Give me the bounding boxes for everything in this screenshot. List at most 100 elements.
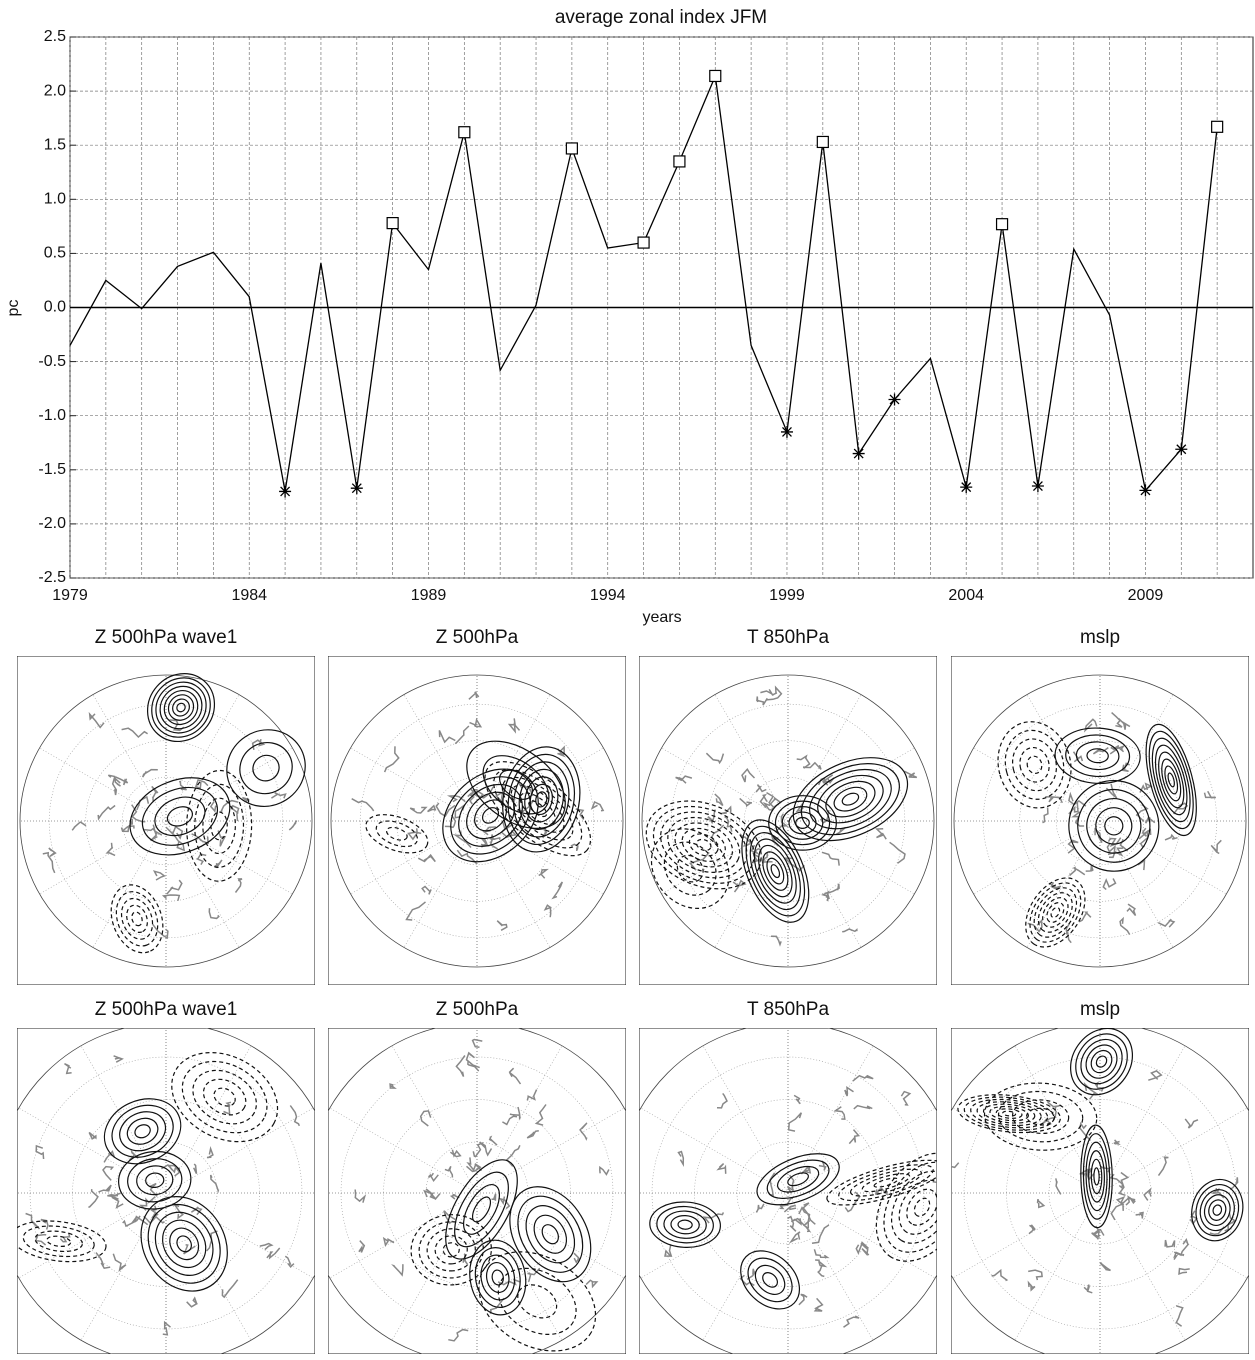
contour bbox=[745, 825, 806, 917]
map-panel bbox=[328, 1028, 626, 1354]
coastline bbox=[25, 1212, 41, 1230]
meridian bbox=[1026, 820, 1101, 948]
coastline bbox=[358, 1240, 366, 1253]
contour bbox=[875, 1152, 937, 1262]
coastline bbox=[466, 1163, 483, 1173]
meridian bbox=[329, 1107, 478, 1194]
contour bbox=[861, 1173, 911, 1193]
contour bbox=[776, 1165, 820, 1193]
contour bbox=[186, 769, 253, 882]
contour bbox=[136, 1165, 174, 1196]
contour bbox=[1158, 751, 1185, 809]
meridian bbox=[350, 820, 478, 895]
contour bbox=[533, 1214, 568, 1254]
star-marker bbox=[960, 481, 973, 494]
coastline bbox=[1067, 839, 1079, 854]
coastline bbox=[534, 1104, 547, 1126]
contour bbox=[652, 805, 755, 884]
coastline bbox=[221, 1279, 239, 1299]
coastline bbox=[1164, 1239, 1176, 1248]
coastline bbox=[242, 796, 250, 802]
coastline bbox=[787, 1112, 803, 1132]
meridian bbox=[1099, 820, 1227, 895]
contour bbox=[1085, 1044, 1118, 1079]
coastline bbox=[1092, 1228, 1105, 1239]
coastline bbox=[1117, 717, 1131, 730]
coastline bbox=[802, 1202, 816, 1225]
contour bbox=[426, 1228, 476, 1272]
contour bbox=[995, 1108, 1023, 1119]
meridian bbox=[1099, 694, 1174, 822]
coastline bbox=[391, 1264, 404, 1277]
panel-title: Z 500hPa wave1 bbox=[95, 627, 238, 648]
contour bbox=[676, 854, 704, 883]
coastline bbox=[194, 778, 209, 790]
coastline bbox=[790, 1217, 805, 1227]
coastline bbox=[1135, 803, 1149, 822]
contour bbox=[898, 1179, 937, 1235]
contour bbox=[1161, 758, 1182, 802]
coastline bbox=[793, 1094, 801, 1105]
contour bbox=[194, 783, 245, 868]
coastline bbox=[111, 776, 121, 796]
coastline bbox=[787, 1215, 797, 1232]
square-marker bbox=[637, 236, 650, 249]
coastline bbox=[1210, 839, 1222, 855]
coastline bbox=[1110, 1197, 1136, 1221]
contour bbox=[1012, 738, 1058, 792]
coastline bbox=[1028, 1224, 1036, 1235]
contour bbox=[474, 1247, 521, 1308]
meridian bbox=[702, 1192, 789, 1341]
contour bbox=[1029, 882, 1082, 943]
coastline bbox=[186, 1296, 198, 1308]
contour bbox=[758, 844, 793, 898]
coastline bbox=[707, 809, 716, 825]
coastline bbox=[42, 851, 56, 874]
contour bbox=[169, 1227, 200, 1261]
coastline bbox=[732, 879, 747, 893]
contour bbox=[1019, 746, 1050, 783]
coastline bbox=[848, 1129, 861, 1145]
coastline bbox=[97, 804, 116, 821]
coastline bbox=[40, 1218, 49, 1230]
panel-title: mslp bbox=[1080, 999, 1120, 1020]
contour bbox=[688, 833, 719, 857]
coastline bbox=[1111, 712, 1123, 728]
coastline bbox=[446, 795, 466, 803]
coastline bbox=[1069, 866, 1086, 877]
coastline bbox=[724, 815, 733, 832]
contour bbox=[126, 904, 148, 933]
meridian bbox=[165, 1192, 252, 1341]
contour bbox=[1191, 1178, 1244, 1242]
contour bbox=[667, 816, 741, 873]
square-marker bbox=[386, 217, 399, 230]
contour bbox=[103, 1098, 182, 1165]
y-tick-label: 0.5 bbox=[44, 245, 66, 262]
coastline bbox=[844, 1086, 854, 1097]
coastline bbox=[152, 923, 169, 940]
contour bbox=[1086, 798, 1142, 854]
coastline bbox=[190, 1206, 203, 1216]
meridian bbox=[1014, 1045, 1101, 1194]
coastline bbox=[419, 1110, 432, 1127]
coastline bbox=[489, 837, 498, 850]
contour bbox=[663, 841, 717, 896]
coastline bbox=[34, 1233, 47, 1246]
contour bbox=[154, 1211, 214, 1276]
coastline bbox=[88, 1131, 97, 1140]
coastline bbox=[551, 881, 564, 900]
contour bbox=[753, 838, 797, 904]
contour bbox=[474, 799, 508, 832]
panel-title: T 850hPa bbox=[747, 627, 829, 648]
square-marker bbox=[673, 155, 686, 168]
coastline bbox=[284, 1255, 295, 1269]
coastline bbox=[162, 1320, 171, 1336]
meridian bbox=[391, 1045, 478, 1194]
coastline bbox=[853, 1104, 873, 1110]
contour bbox=[517, 1284, 558, 1319]
contour bbox=[239, 741, 293, 795]
coastline bbox=[213, 859, 223, 869]
coastline bbox=[509, 1106, 521, 1120]
coastline bbox=[800, 1166, 812, 1175]
coastline bbox=[1224, 1212, 1237, 1232]
